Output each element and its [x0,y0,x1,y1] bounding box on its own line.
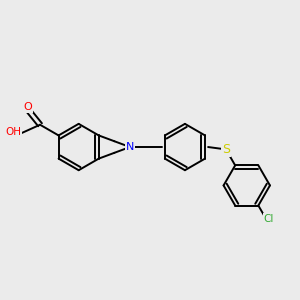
Text: OH: OH [5,128,21,137]
Text: Cl: Cl [264,214,274,224]
Text: O: O [23,102,32,112]
Text: S: S [222,143,230,156]
Text: N: N [126,142,134,152]
